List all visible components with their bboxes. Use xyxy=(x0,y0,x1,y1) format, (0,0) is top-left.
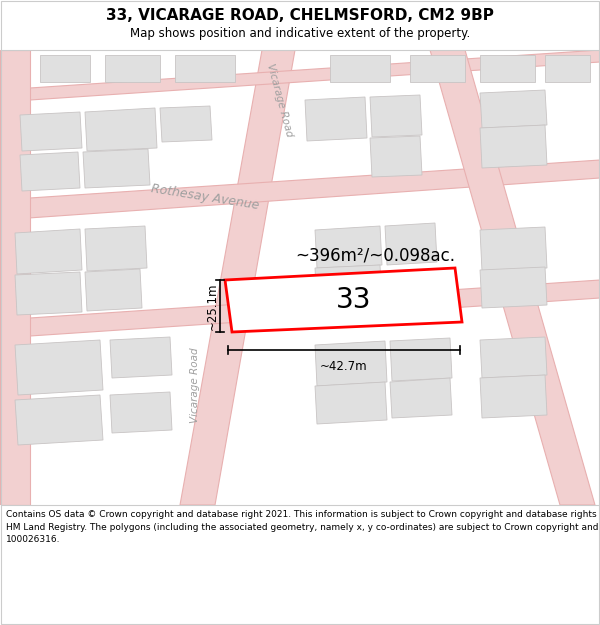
Polygon shape xyxy=(390,338,452,381)
Polygon shape xyxy=(0,50,30,505)
Polygon shape xyxy=(480,375,547,418)
Text: Vicarage Road: Vicarage Road xyxy=(190,348,200,423)
Polygon shape xyxy=(390,378,452,418)
Polygon shape xyxy=(480,90,547,128)
Polygon shape xyxy=(410,55,465,82)
Polygon shape xyxy=(315,382,387,424)
Polygon shape xyxy=(370,95,422,137)
Text: Map shows position and indicative extent of the property.: Map shows position and indicative extent… xyxy=(130,28,470,41)
Polygon shape xyxy=(480,55,535,82)
Polygon shape xyxy=(430,50,595,505)
Polygon shape xyxy=(480,227,547,271)
Polygon shape xyxy=(180,50,295,505)
Polygon shape xyxy=(480,337,547,378)
Polygon shape xyxy=(110,337,172,378)
Polygon shape xyxy=(305,97,367,141)
Polygon shape xyxy=(15,272,82,315)
Polygon shape xyxy=(370,136,422,177)
Polygon shape xyxy=(315,226,382,268)
Text: Vicarage Road: Vicarage Road xyxy=(265,62,295,138)
Polygon shape xyxy=(15,395,103,445)
Polygon shape xyxy=(83,149,150,188)
Polygon shape xyxy=(0,50,600,102)
Polygon shape xyxy=(15,340,103,395)
Polygon shape xyxy=(20,112,82,151)
Polygon shape xyxy=(85,269,142,311)
Polygon shape xyxy=(330,55,390,82)
Polygon shape xyxy=(480,267,547,308)
Polygon shape xyxy=(0,160,600,220)
Polygon shape xyxy=(480,125,547,168)
Text: ~25.1m: ~25.1m xyxy=(205,282,218,330)
Polygon shape xyxy=(225,268,462,332)
Polygon shape xyxy=(160,106,212,142)
Polygon shape xyxy=(315,341,387,386)
Polygon shape xyxy=(110,392,172,433)
Text: ~396m²/~0.098ac.: ~396m²/~0.098ac. xyxy=(295,246,455,264)
Polygon shape xyxy=(85,108,157,151)
Text: Contains OS data © Crown copyright and database right 2021. This information is : Contains OS data © Crown copyright and d… xyxy=(6,510,600,544)
Text: Rothesay Avenue: Rothesay Avenue xyxy=(150,182,260,212)
Text: ~42.7m: ~42.7m xyxy=(320,360,368,373)
Polygon shape xyxy=(40,55,90,82)
Polygon shape xyxy=(85,226,147,271)
Polygon shape xyxy=(0,280,600,338)
Polygon shape xyxy=(315,265,382,308)
Polygon shape xyxy=(385,223,437,265)
Polygon shape xyxy=(15,229,82,274)
Polygon shape xyxy=(545,55,590,82)
Polygon shape xyxy=(20,152,80,191)
Polygon shape xyxy=(175,55,235,82)
Text: 33: 33 xyxy=(336,286,371,314)
Text: 33, VICARAGE ROAD, CHELMSFORD, CM2 9BP: 33, VICARAGE ROAD, CHELMSFORD, CM2 9BP xyxy=(106,9,494,24)
Polygon shape xyxy=(105,55,160,82)
